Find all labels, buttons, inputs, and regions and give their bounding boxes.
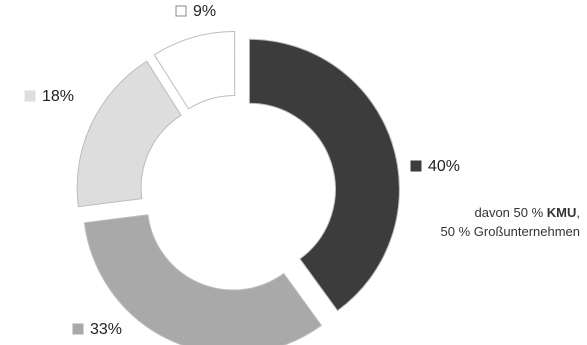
annotation-line-1: davon 50 % KMU, — [360, 203, 580, 222]
slice-9 — [153, 30, 236, 110]
annotation-bold: KMU — [546, 205, 577, 220]
slice-label-18: 18% — [42, 88, 74, 105]
annotation-line-2: 50 % Großunternehmen — [440, 224, 580, 239]
slice-annotation: davon 50 % KMU, 50 % Großunternehmen — [360, 203, 580, 241]
slice-label-9: 9% — [193, 3, 216, 20]
slice-40 — [248, 38, 400, 312]
legend-marker-33 — [72, 323, 84, 335]
legend-marker-40 — [410, 160, 422, 172]
chart-legend-markers: 40% 33% 18% 9% — [24, 3, 460, 338]
chart-slices — [76, 30, 400, 345]
legend-marker-9 — [175, 5, 187, 17]
slice-18 — [76, 60, 182, 208]
legend-marker-18 — [24, 90, 36, 102]
slice-33 — [83, 214, 323, 345]
slice-label-33: 33% — [90, 321, 122, 338]
slice-label-40: 40% — [428, 158, 460, 175]
annotation-suffix: , — [576, 205, 580, 220]
annotation-prefix: davon 50 % — [474, 205, 547, 220]
